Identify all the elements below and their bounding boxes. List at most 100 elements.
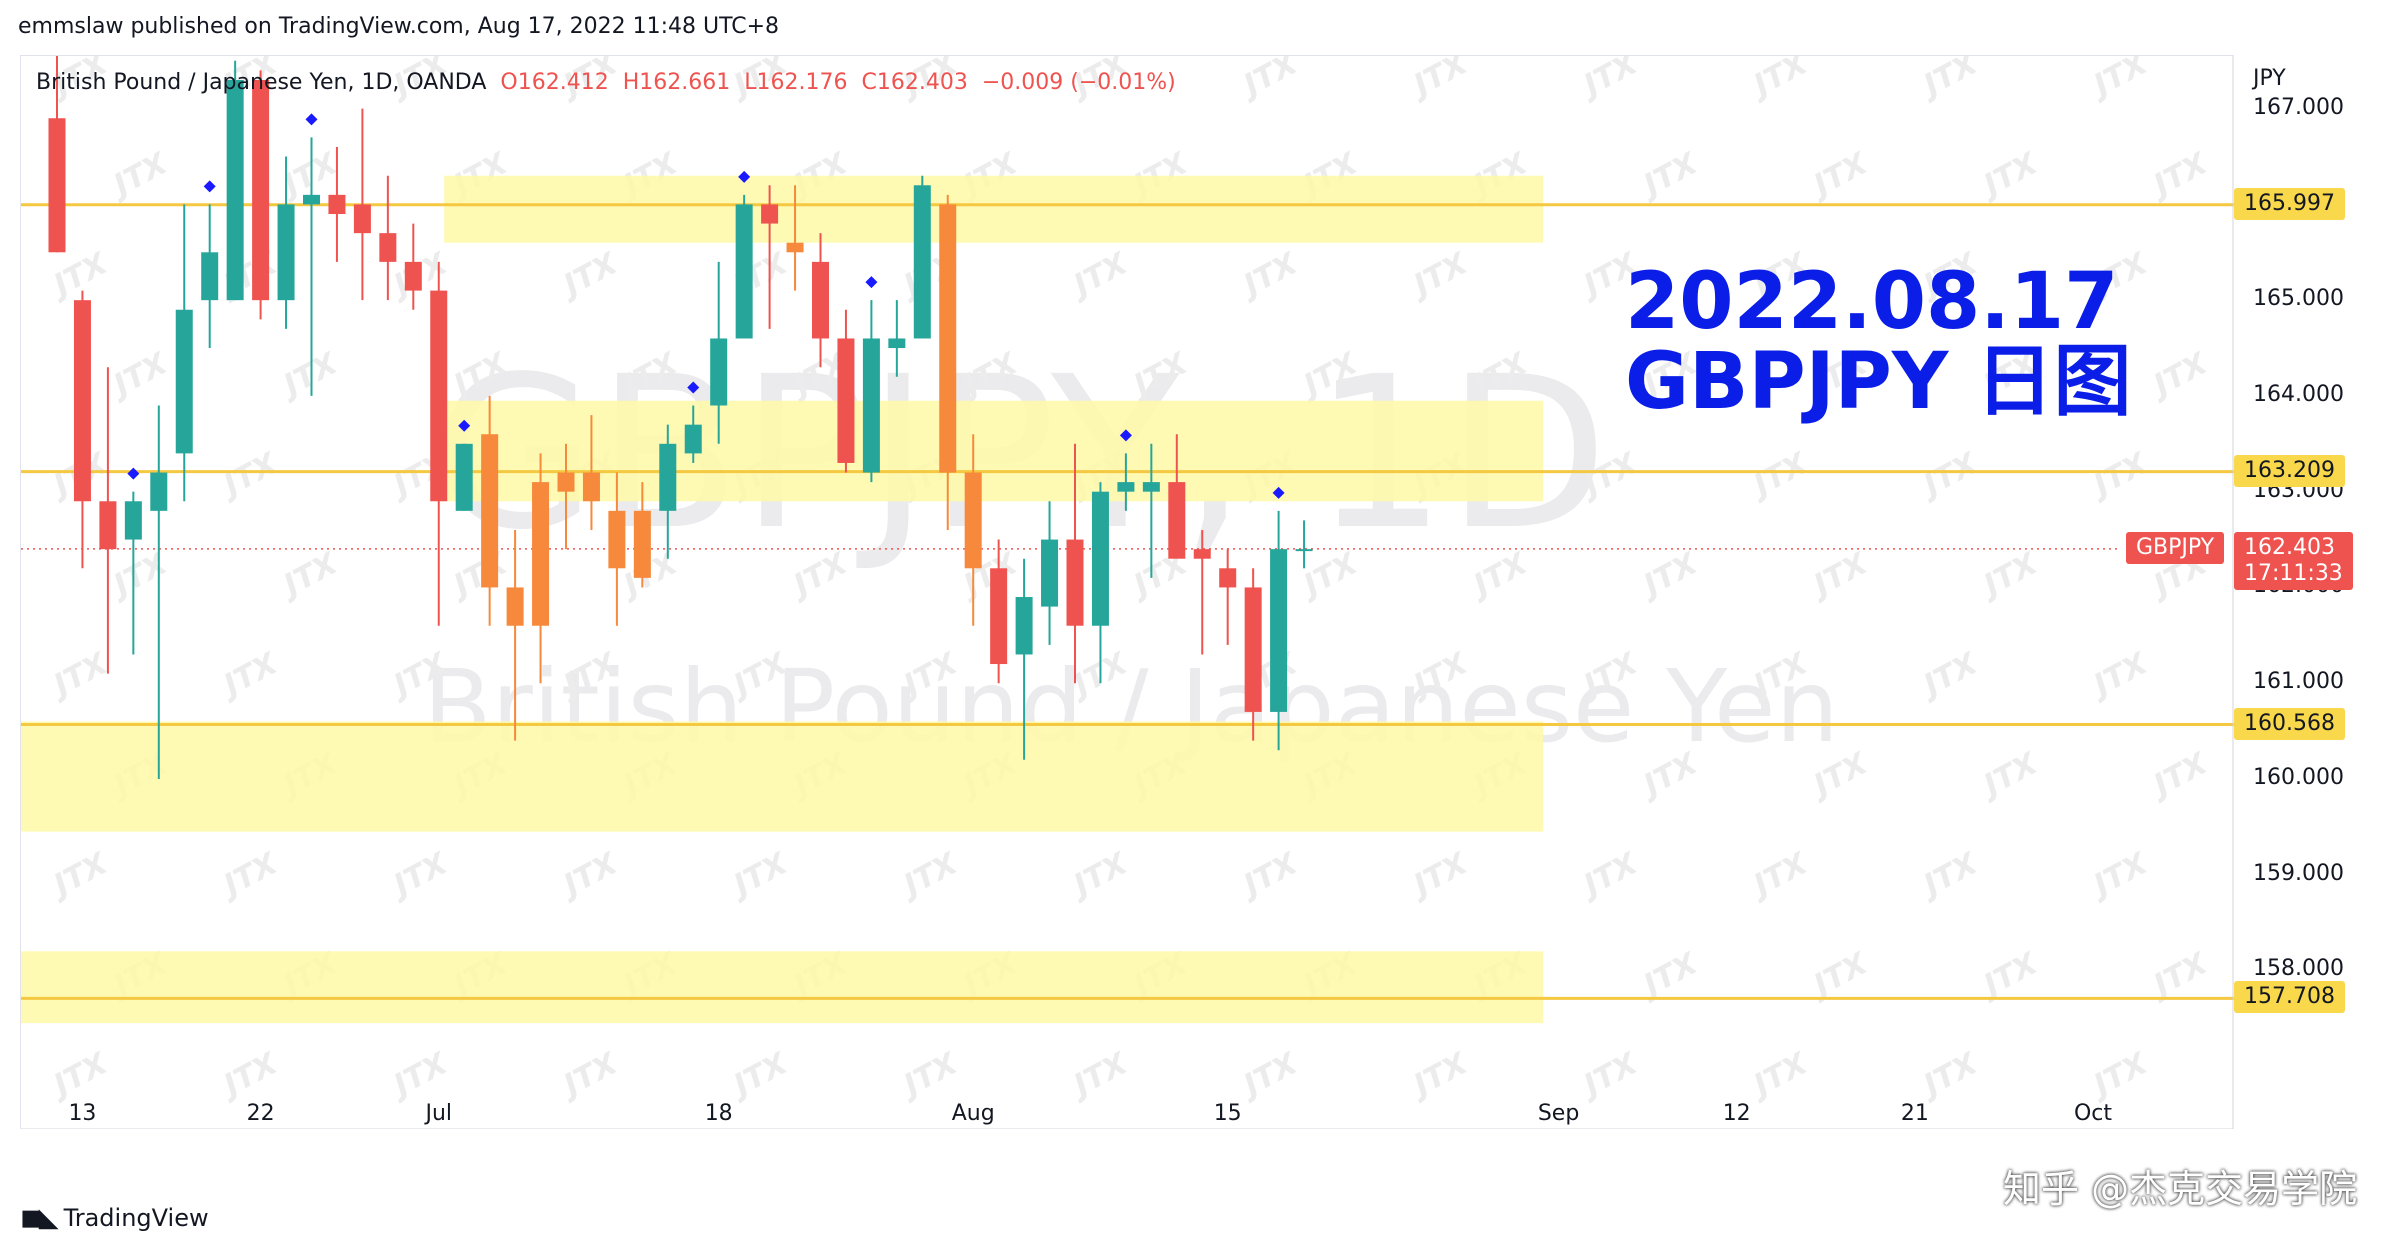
jtx-watermark: JTX <box>554 846 625 906</box>
candle <box>303 137 320 396</box>
candle <box>506 529 524 741</box>
candle <box>379 175 397 301</box>
candle <box>888 300 906 377</box>
jtx-watermark: JTX <box>1914 56 1985 105</box>
candle-body <box>328 194 346 214</box>
annotation-title: GBPJPY 日图 <box>1625 337 2132 427</box>
candle <box>990 539 1008 684</box>
jtx-watermark: JTX <box>1574 846 1645 906</box>
jtx-watermark: JTX <box>1404 846 1475 906</box>
candle-body <box>1142 482 1160 492</box>
candle <box>812 233 829 368</box>
jtx-watermark: JTX <box>1234 56 1305 105</box>
time-tick-label: 18 <box>705 1101 733 1126</box>
candle-body <box>124 501 142 540</box>
candle <box>455 443 473 511</box>
legend-change: −0.009 (−0.01%) <box>981 70 1176 95</box>
signal-mark <box>687 381 700 394</box>
candles[interactable] <box>48 56 1313 779</box>
price-tick-label: 160.000 <box>2253 764 2344 790</box>
candle-body <box>201 252 219 301</box>
jtx-watermark: JTX <box>1234 246 1305 306</box>
price-tick-label: 159.000 <box>2253 860 2344 886</box>
candle <box>913 175 931 339</box>
jtx-watermark: JTX <box>1974 146 2045 206</box>
signal-mark <box>203 180 216 193</box>
candle-body <box>175 309 193 454</box>
signal-marks <box>127 113 1285 499</box>
jtx-watermark: JTX <box>214 1046 285 1106</box>
candle <box>124 491 142 655</box>
jtx-watermark: JTX <box>1404 56 1475 105</box>
tradingview-logo[interactable]: ◼◣ TradingView <box>20 1203 209 1233</box>
price-tick-label: 165.000 <box>2253 286 2344 312</box>
jtx-watermark: JTX <box>2084 846 2155 906</box>
horizontal-levels[interactable] <box>21 203 2234 1000</box>
candle <box>939 194 957 530</box>
jtx-watermark: JTX <box>274 346 345 406</box>
jtx-watermark: JTX <box>274 546 345 606</box>
candle-body <box>659 443 677 511</box>
candle-body <box>532 482 550 626</box>
chart-area[interactable]: GBPJPY, 1D British Pound / Japanese Yen … <box>20 55 2234 1129</box>
candle <box>557 443 575 550</box>
candle <box>710 261 728 444</box>
candle-body <box>303 194 320 205</box>
price-chart[interactable]: GBPJPY, 1D British Pound / Japanese Yen … <box>21 56 2234 1129</box>
candle <box>175 204 193 502</box>
candle <box>532 453 550 684</box>
tradingview-logo-icon: ◼◣ <box>20 1203 59 1233</box>
jtx-watermark: JTX <box>44 846 115 906</box>
jtx-watermark: JTX <box>1914 446 1985 506</box>
candle-body <box>735 204 753 339</box>
jtx-watermark: JTX <box>1974 746 2045 806</box>
price-tick-label: 164.000 <box>2253 381 2344 407</box>
jtx-watermark: JTX <box>214 646 285 706</box>
jtx-watermark: JTX <box>1974 946 2045 1006</box>
price-tick-label: 167.000 <box>2253 94 2344 120</box>
candle <box>1270 510 1288 751</box>
annotation-date: 2022.08.17 <box>1625 257 2119 347</box>
jtx-watermark: JTX <box>1914 646 1985 706</box>
jtx-watermark: JTX <box>894 846 965 906</box>
jtx-watermark: JTX <box>894 1046 965 1106</box>
jtx-watermark: JTX <box>2144 946 2215 1006</box>
candle-body <box>379 233 397 262</box>
jtx-watermark: JTX <box>214 846 285 906</box>
candle-body <box>633 510 651 578</box>
jtx-watermark: JTX <box>1974 546 2045 606</box>
candle <box>608 472 626 626</box>
last-price-value: 162.403 <box>2244 534 2335 560</box>
jtx-watermark: JTX <box>2084 646 2155 706</box>
jtx-watermark: JTX <box>1574 1046 1645 1106</box>
candle-body <box>1193 549 1211 559</box>
jtx-watermark: JTX <box>2144 146 2215 206</box>
jtx-watermark: JTX <box>2084 56 2155 105</box>
time-tick-label: 15 <box>1214 1101 1242 1126</box>
jtx-watermark: JTX <box>1804 946 1875 1006</box>
candle <box>582 415 600 530</box>
candle <box>735 194 753 339</box>
signal-mark <box>127 467 140 480</box>
jtx-watermark: JTX <box>1914 1046 1985 1106</box>
candle-body <box>837 338 855 463</box>
candle-body <box>1066 539 1084 626</box>
jtx-watermark: JTX <box>1634 546 1705 606</box>
candle <box>1295 520 1313 569</box>
candle-body <box>1270 549 1288 712</box>
signal-mark <box>738 170 751 183</box>
last-price-symbol-tag: GBPJPY <box>2126 531 2225 564</box>
candle-body <box>990 568 1008 665</box>
candle-body <box>1117 482 1135 492</box>
jtx-watermark: JTX <box>1234 846 1305 906</box>
candle <box>353 108 371 301</box>
chart-annotation: 2022.08.17 GBPJPY 日图 <box>1625 262 2131 422</box>
candle-body <box>404 261 422 291</box>
candle-body <box>557 472 575 492</box>
jtx-watermark: JTX <box>104 546 175 606</box>
candle <box>226 60 244 301</box>
candle <box>1041 501 1059 645</box>
candle-body <box>1168 482 1186 559</box>
time-tick-label: 22 <box>247 1101 275 1126</box>
time-tick-label: Aug <box>952 1101 995 1126</box>
